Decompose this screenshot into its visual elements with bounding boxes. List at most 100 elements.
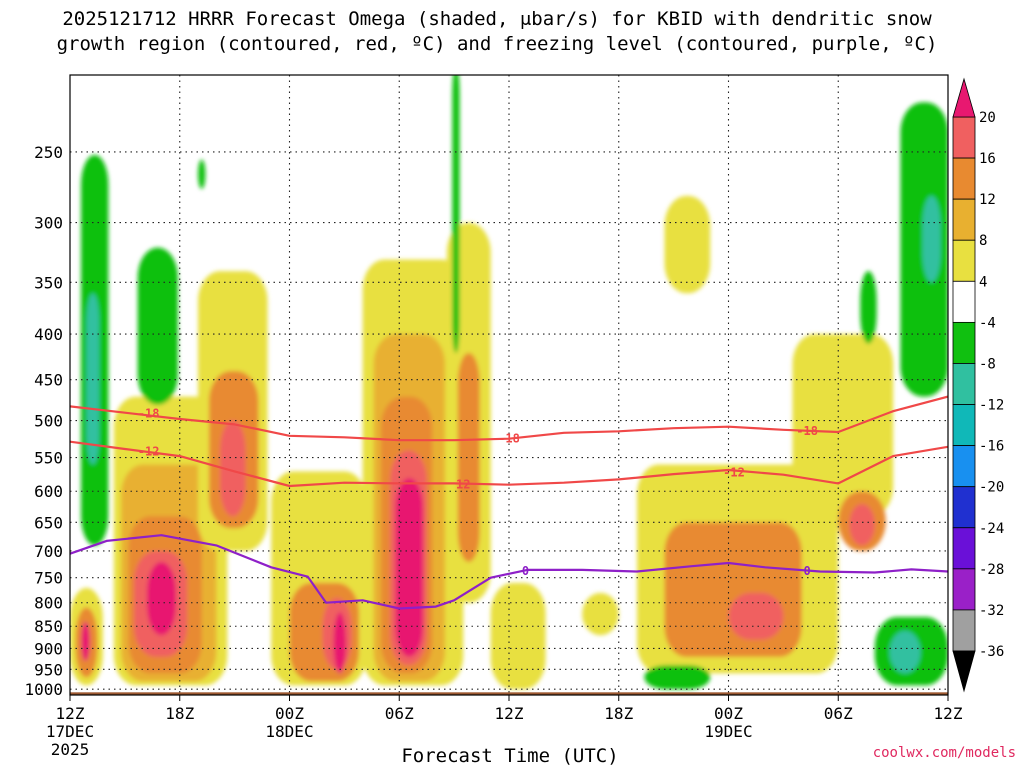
x-tick-label-18: 06Z [385,704,414,723]
colorbar-label-3: 8 [979,233,987,249]
colorbar-label-10: -24 [979,521,1004,537]
omega-region-13 [219,420,246,517]
omega-region-35 [849,503,875,546]
omega-region-2 [80,621,91,662]
omega-region-25 [457,352,480,562]
x-tick-date-12: 18DEC [265,722,313,741]
y-tick-label-400: 400 [34,325,63,344]
terrain-fill [70,692,948,695]
omega-region-9 [146,561,177,636]
colorbar-box-0 [952,116,976,159]
omega-region-23 [395,478,424,657]
colorbar-box-6 [952,363,976,405]
chart-title-line1: 2025121712 HRRR Forecast Omega (shaded, … [62,8,932,30]
colorbar-label-9: -20 [979,480,1004,496]
contour-label-4: 12 [456,477,470,491]
colorbar-label-4: 4 [979,274,987,290]
x-tick-label-48: 12Z [934,704,963,723]
colorbar-box-10 [952,527,976,570]
x-tick-date-0: 17DEC [46,722,94,741]
colorbar-box-2 [952,198,976,241]
y-tick-label-550: 550 [34,449,63,468]
y-tick-label-500: 500 [34,412,63,431]
colorbar-box-7 [952,404,976,447]
colorbar-box-5 [952,321,976,364]
colorbar-box-1 [952,157,976,200]
x-tick-label-42: 06Z [824,704,853,723]
x-tick-label-6: 18Z [165,704,194,723]
omega-region-14 [198,159,206,189]
y-tick-label-750: 750 [34,569,63,588]
x-tick-label-36: 00Z [714,704,743,723]
colorbar-box-9 [952,486,976,529]
contour-line-1 [70,440,948,488]
colorbar-box-11 [952,568,976,611]
colorbar-label-6: -8 [979,356,996,372]
colorbar-label-8: -16 [979,439,1004,455]
terrain [70,692,948,695]
plot-area: -18 -18 -18 -12 12 -12 0 0 [70,75,948,695]
contour-label-3: -12 [138,444,160,458]
colorbar: 20 16 12 8 4 -4 -8 -12 -16 -20 -24 -28 -32 -36 [952,77,1004,693]
x-tick-label-0: 12Z [56,704,85,723]
contour-label-6: 0 [522,564,529,578]
x-tick-label-24: 12Z [495,704,524,723]
contour-label-2: -18 [796,424,818,438]
contour-label-0: -18 [138,407,160,421]
y-tick-label-450: 450 [34,371,63,390]
omega-region-32 [664,195,711,294]
chart-title-line2: growth region (contoured, red, ºC) and f… [57,33,938,55]
y-tick-label-950: 950 [34,660,63,679]
omega-region-30 [664,522,802,657]
colorbar-box-4 [952,280,976,323]
omega-region-28 [582,592,619,636]
colorbar-label-13: -36 [979,644,1004,660]
y-tick-label-1000: 1000 [24,680,63,699]
credit-text: coolwx.com/models [873,745,1016,761]
omega-shading [70,75,948,690]
y-tick-label-700: 700 [34,542,63,561]
contour-line-2 [70,534,948,610]
omega-region-27 [490,582,546,690]
contour-label-5: -12 [723,465,745,479]
colorbar-label-1: 16 [979,151,996,167]
y-tick-label-900: 900 [34,639,63,658]
x-tick-label-12: 00Z [275,704,304,723]
y-axis-ticks: 250 300 350 400 450 500 550 600 650 700 750 800 850 9… [24,143,63,699]
colorbar-bottom-triangle [952,650,976,693]
x-tick-label-30: 18Z [604,704,633,723]
colorbar-label-12: -32 [979,603,1004,619]
omega-region-31 [728,592,784,640]
y-tick-label-600: 600 [34,482,63,501]
omega-region-36 [644,665,711,690]
colorbar-box-8 [952,445,976,488]
contour-line-0 [70,395,948,442]
gridlines [70,75,948,695]
colorbar-box-12 [952,609,976,652]
y-tick-label-800: 800 [34,594,63,613]
y-tick-label-300: 300 [34,214,63,233]
y-tick-label-650: 650 [34,513,63,532]
contours: -18 -18 -18 -12 12 -12 0 0 [70,395,948,610]
colorbar-label-7: -12 [979,398,1004,414]
omega-region-10 [137,247,178,405]
colorbar-top-triangle [952,77,976,118]
y-tick-label-850: 850 [34,617,63,636]
y-tick-label-350: 350 [34,273,63,292]
omega-region-4 [86,293,100,465]
colorbar-label-2: 12 [979,192,996,208]
x-tick-date-36: 19DEC [704,722,752,741]
x-tick-year-0: 2025 [51,740,90,759]
omega-region-41 [860,271,877,344]
colorbar-label-11: -28 [979,562,1004,578]
omega-region-40 [922,195,941,283]
contour-label-7: 0 [804,564,811,578]
colorbar-label-5: -4 [979,315,996,331]
omega-region-26 [452,75,460,353]
contour-label-1: -18 [498,431,520,445]
omega-region-18 [333,612,347,674]
colorbar-box-3 [952,239,976,282]
omega-region-38 [889,630,921,674]
